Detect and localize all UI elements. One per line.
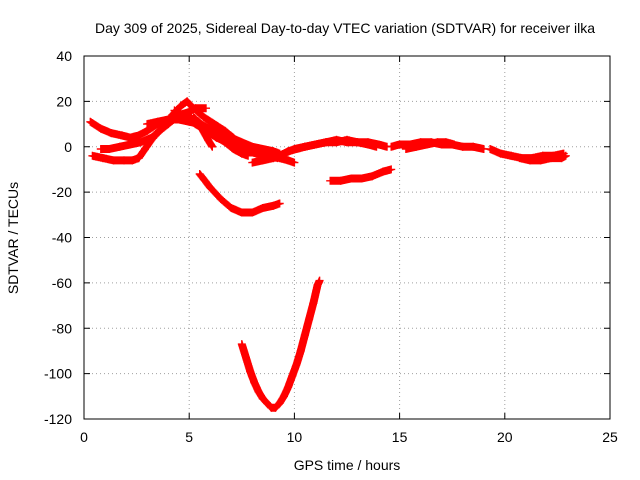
x-tick-label: 15 <box>392 429 408 445</box>
x-tick-label: 5 <box>185 429 193 445</box>
y-tick-label: -80 <box>52 320 72 336</box>
data-point-markers <box>206 183 225 203</box>
series-arc-14 <box>515 151 570 165</box>
data-point-markers <box>269 199 284 210</box>
data-point-markers <box>469 142 488 153</box>
x-tick-label: 25 <box>602 429 618 445</box>
grid-lines <box>84 56 610 419</box>
x-tick-label: 0 <box>80 429 88 445</box>
y-axis-label: SDTVAR / TECUs <box>5 182 21 294</box>
y-tick-label: -60 <box>52 275 72 291</box>
plot-frame <box>83 55 611 420</box>
data-point-markers <box>313 276 324 290</box>
data-point-markers <box>170 106 189 122</box>
data-point-markers <box>147 124 166 142</box>
series-arc-6 <box>189 113 253 160</box>
data-point-markers <box>364 140 381 151</box>
y-tick-label: 0 <box>64 139 72 155</box>
series-arc-12 <box>401 138 459 153</box>
data-point-markers <box>557 151 570 163</box>
x-axis-label: GPS time / hours <box>294 457 401 473</box>
chart-title: Day 309 of 2025, Sidereal Day-to-day VTE… <box>95 20 595 36</box>
data-point-markers <box>378 165 396 176</box>
y-tick-label: 40 <box>56 48 72 64</box>
data-point-markers <box>189 113 208 131</box>
x-tick-label: 20 <box>497 429 513 445</box>
series-arc-10 <box>326 165 396 185</box>
series-arc-7 <box>195 170 284 217</box>
y-tick-label: -120 <box>44 411 72 427</box>
data-point-markers <box>204 135 217 151</box>
y-tick-label: -20 <box>52 184 72 200</box>
x-tick-label: 10 <box>287 429 303 445</box>
data-point-markers <box>441 138 459 149</box>
data-marks <box>86 97 570 412</box>
y-tick-label: -40 <box>52 230 72 246</box>
data-point-markers <box>189 104 208 122</box>
y-tick-label: -100 <box>44 366 72 382</box>
axis-ticks: 0 5 10 15 20 25 -120 -100 -80 -60 -40 -20 0 20 40 <box>44 48 618 445</box>
data-point-markers <box>284 156 299 167</box>
data-point-markers <box>237 149 253 160</box>
data-point-markers <box>374 140 391 151</box>
y-tick-label: 20 <box>56 93 72 109</box>
series-arc-9 <box>275 135 381 160</box>
series-arc-15 <box>237 276 324 412</box>
